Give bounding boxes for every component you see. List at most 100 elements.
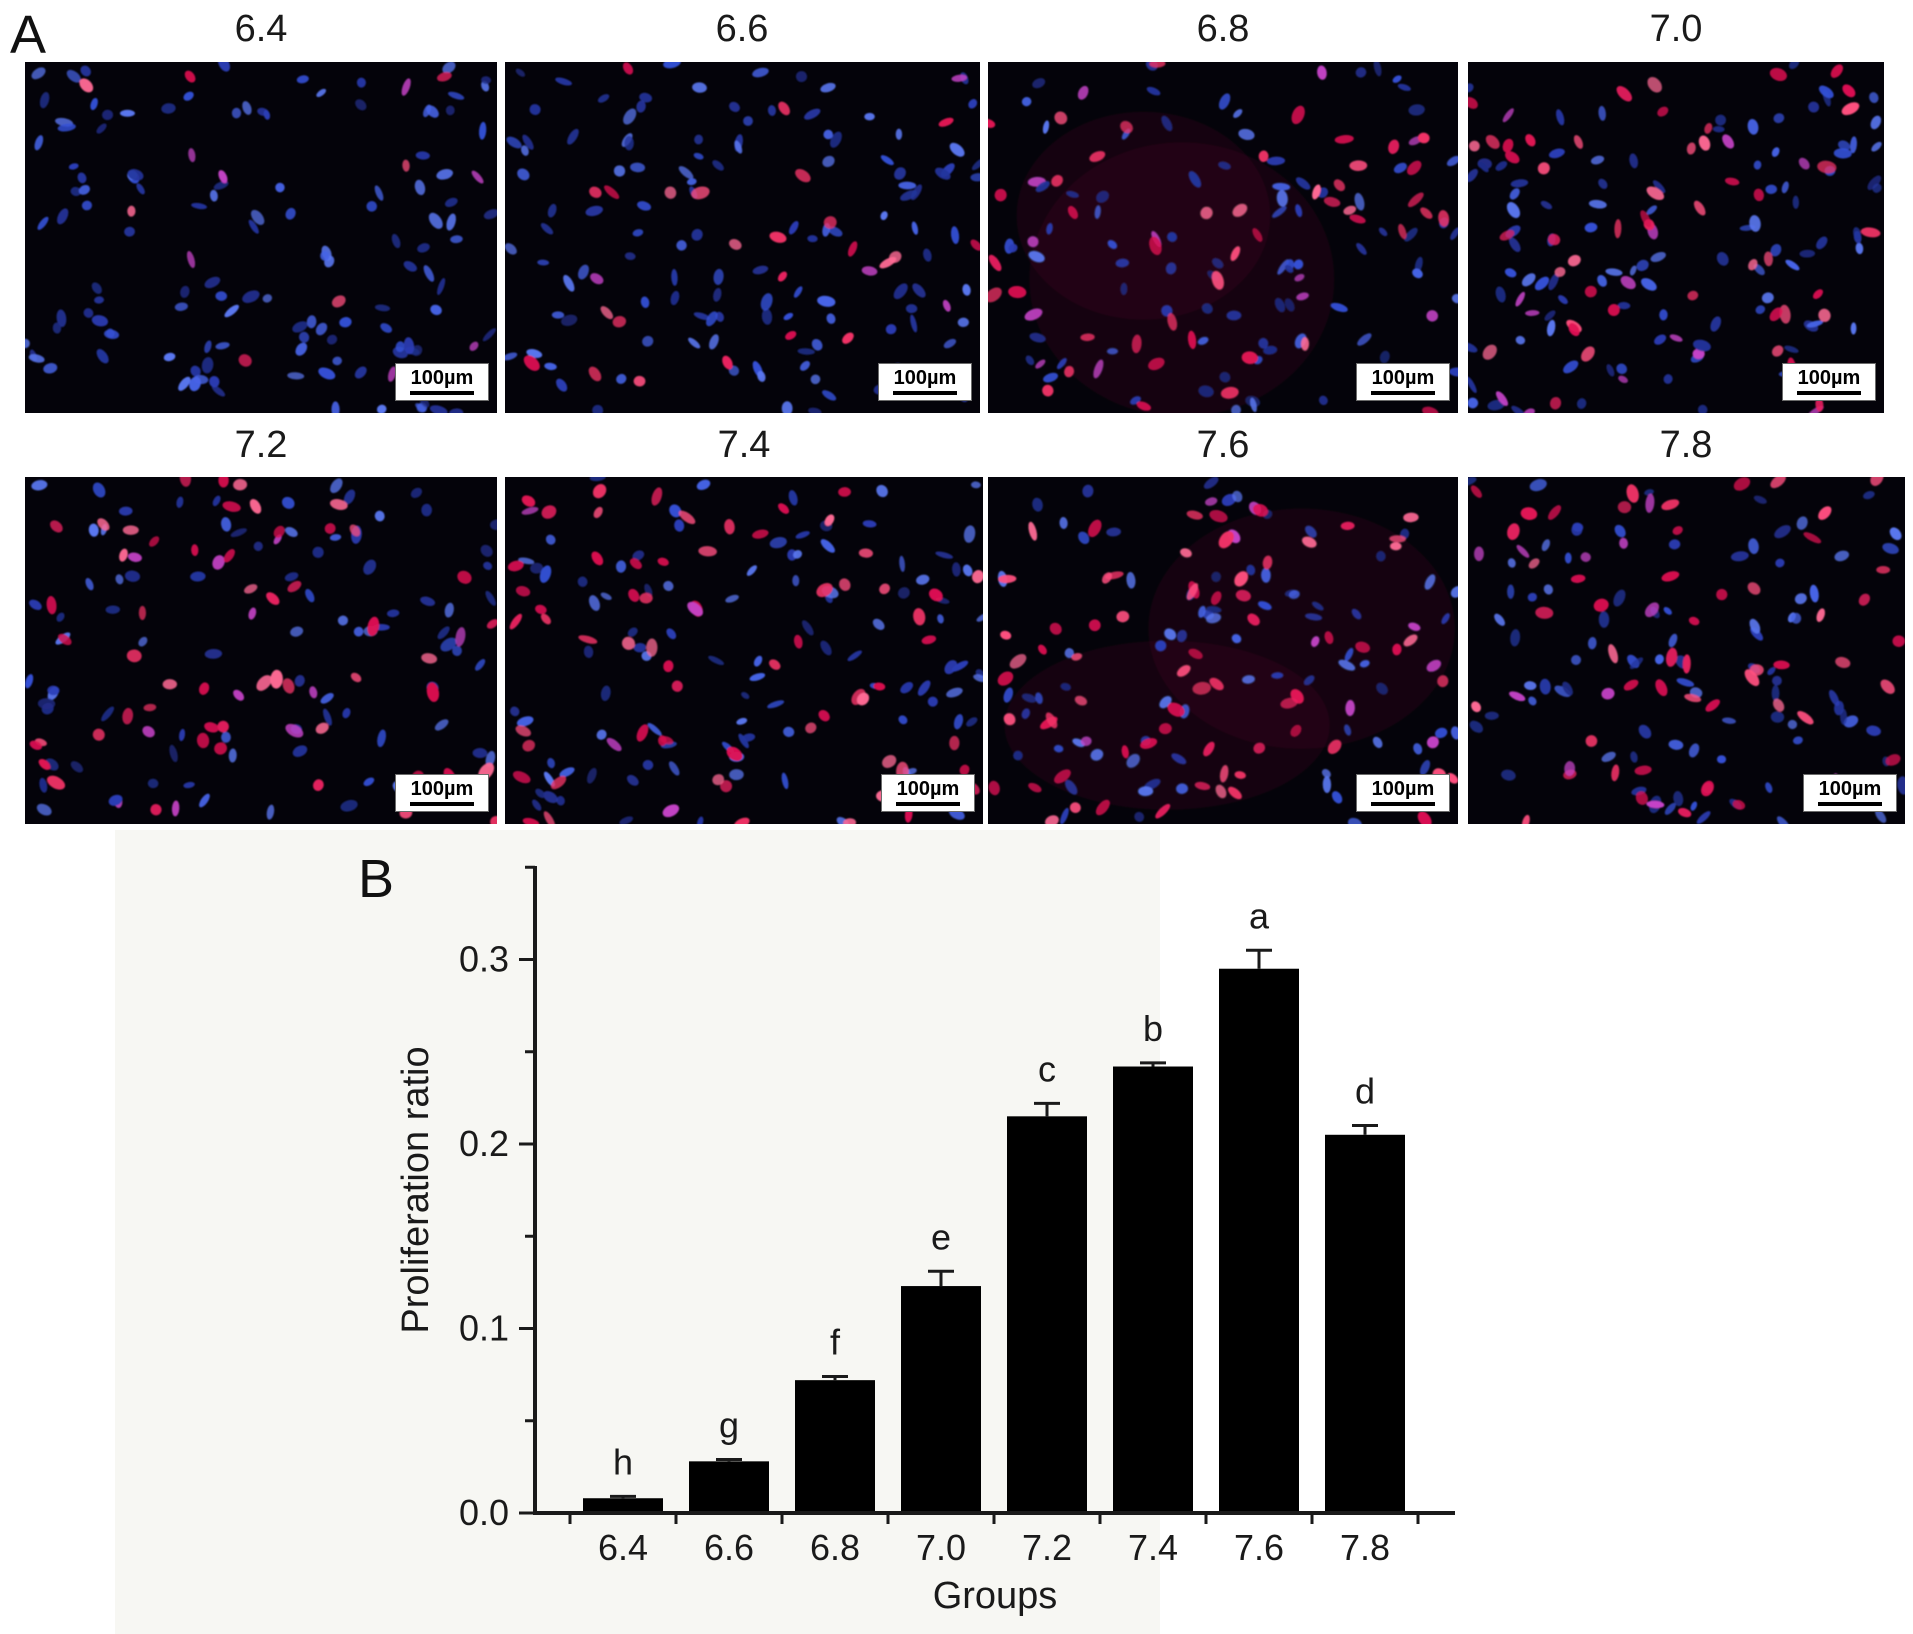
nucleus-red (778, 503, 790, 514)
nucleus-red (1701, 780, 1714, 797)
nucleus-blue (729, 101, 740, 112)
nucleus-blue (482, 328, 496, 342)
nucleus-blue (211, 385, 226, 397)
nucleus-red (1568, 323, 1580, 337)
nucleus-blue (783, 726, 795, 738)
nucleus-red (1507, 523, 1520, 541)
sig-letter: c (1038, 1048, 1056, 1089)
nucleus-red (1417, 132, 1430, 144)
nucleus-blue (204, 276, 221, 289)
bar (1113, 1066, 1193, 1513)
nucleus-red (1468, 140, 1480, 152)
nucleus-blue (414, 179, 426, 196)
nucleus-blue (281, 496, 295, 509)
nucleus-blue (1541, 539, 1551, 552)
nucleus-blue (950, 226, 960, 244)
nucleus-red (196, 732, 210, 749)
nucleus-blue (1426, 659, 1442, 672)
nucleus-blue (746, 565, 757, 576)
nucleus-blue (894, 167, 906, 180)
nucleus-red (1548, 505, 1562, 520)
nucleus-blue (1021, 97, 1032, 107)
nucleus-blue (876, 484, 888, 498)
nucleus-red (921, 635, 937, 645)
nucleus-blue (613, 165, 626, 177)
nucleus-blue (469, 341, 479, 351)
nucleus-red (1121, 745, 1129, 759)
bar (583, 1498, 663, 1513)
nucleus-blue (1126, 572, 1136, 589)
nucleus-blue (898, 181, 917, 190)
nucleus-blue (1419, 760, 1431, 776)
nucleus-red (1835, 656, 1851, 668)
nucleus-blue (1753, 160, 1762, 170)
nucleus-red (1211, 270, 1224, 290)
nucleus-red (1355, 641, 1370, 653)
fluorescence-micrograph: 100µm (25, 477, 497, 824)
nucleus-blue (356, 77, 366, 88)
nucleus-blue (444, 602, 454, 618)
nucleus-blue (619, 816, 634, 824)
nucleus-red (1167, 313, 1178, 331)
nucleus-blue (1688, 743, 1700, 758)
nucleus-red (1611, 764, 1620, 782)
nucleus-red (1403, 512, 1419, 523)
nucleus-blue (676, 240, 687, 251)
nucleus-blue (1629, 153, 1639, 169)
nucleus-blue (1509, 188, 1520, 200)
ph-group-label: 7.2 (234, 424, 288, 466)
nucleus-blue (567, 128, 579, 145)
nucleus-blue (1716, 252, 1729, 266)
nucleus-blue (760, 293, 773, 311)
nucleus-red (621, 636, 636, 650)
nucleus-red (1038, 644, 1047, 655)
nucleus-red (1528, 558, 1540, 569)
nucleus-blue (897, 587, 910, 599)
nucleus-blue (1855, 242, 1864, 255)
nucleus-blue (1426, 310, 1439, 322)
nucleus-blue (561, 314, 578, 326)
nucleus-blue (911, 221, 919, 235)
nucleus-blue (1765, 184, 1778, 195)
nucleus-blue (749, 672, 766, 682)
nucleus-blue (248, 219, 259, 234)
nucleus-red (79, 78, 94, 93)
nucleus-red (38, 758, 51, 770)
nucleus-blue (943, 338, 957, 349)
nucleus-red (1815, 397, 1824, 412)
cell-field (1468, 62, 1884, 413)
nucleus-red (1812, 289, 1823, 300)
nucleus-blue (1077, 85, 1089, 100)
nucleus-blue (626, 774, 639, 786)
sig-letter: e (931, 1216, 951, 1257)
nucleus-red (1716, 588, 1728, 601)
nucleus-red (1470, 485, 1482, 498)
nucleus-blue (1435, 727, 1448, 739)
nucleus-red (1312, 184, 1321, 200)
nucleus-blue (1357, 333, 1372, 346)
nucleus-blue (517, 168, 530, 181)
nucleus-red (778, 101, 790, 116)
nucleus-red (521, 495, 536, 507)
nucleus-blue (1650, 251, 1666, 263)
nucleus-blue (597, 94, 610, 103)
nucleus-blue (250, 209, 265, 225)
nucleus-blue (966, 717, 978, 727)
nucleus-blue (1875, 809, 1887, 823)
nucleus-red (1657, 106, 1669, 117)
fluorescence-micrograph: 100µm (1468, 477, 1905, 824)
nucleus-blue (1597, 274, 1607, 287)
nucleus-red (1209, 510, 1228, 523)
nucleus-blue (1601, 751, 1616, 763)
nucleus-blue (193, 375, 209, 385)
nucleus-blue (96, 123, 107, 134)
nucleus-blue (1659, 309, 1668, 321)
nucleus-blue (442, 62, 456, 74)
nucleus-red (522, 739, 536, 752)
nucleus-blue (668, 761, 680, 776)
nucleus-red (622, 62, 634, 75)
nucleus-blue (583, 645, 594, 659)
nucleus-red (657, 557, 669, 566)
nucleus-blue (962, 284, 971, 296)
nucleus-blue (428, 212, 443, 229)
